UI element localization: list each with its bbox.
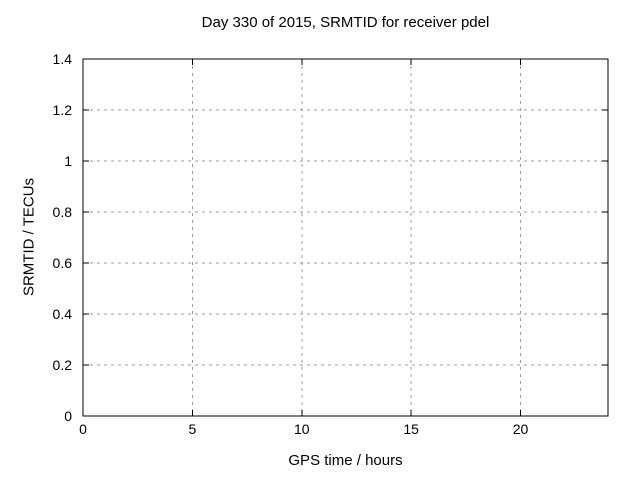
- y-tick-label: 0: [64, 408, 72, 424]
- y-tick-label: 0.8: [53, 204, 73, 220]
- y-tick-label: 0.6: [53, 255, 73, 271]
- y-tick-label: 0.4: [53, 306, 73, 322]
- y-tick-label: 1.4: [53, 51, 73, 67]
- x-tick-label: 10: [294, 421, 310, 437]
- plot-border: [82, 58, 609, 417]
- x-tick-label: 15: [403, 421, 419, 437]
- y-tick-label: 1.2: [53, 102, 73, 118]
- x-tick-label: 0: [79, 421, 87, 437]
- x-tick-label: 5: [188, 421, 196, 437]
- chart-title: Day 330 of 2015, SRMTID for receiver pde…: [201, 14, 490, 31]
- x-tick-label: 20: [513, 421, 529, 437]
- scatter-points: [80, 97, 443, 415]
- y-tick-label: 0.2: [53, 357, 73, 373]
- y-tick-label: 1: [64, 153, 72, 169]
- x-axis-title: GPS time / hours: [288, 452, 403, 469]
